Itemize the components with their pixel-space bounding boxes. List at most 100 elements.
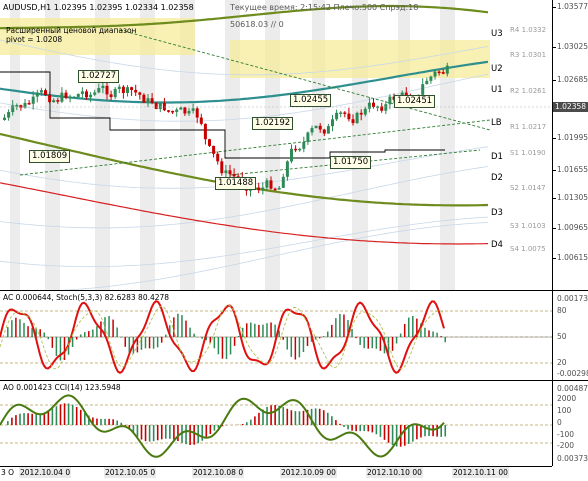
candle-body bbox=[265, 180, 268, 187]
candle-body bbox=[323, 130, 326, 134]
ao-histogram-bar bbox=[347, 425, 349, 429]
ao-histogram-bar bbox=[80, 410, 82, 425]
ac-histogram-bar bbox=[141, 337, 143, 350]
price-axis[interactable]: 1.03577 1.03025 1.02685 1.01995 1.01655 … bbox=[552, 0, 588, 290]
candle-body bbox=[44, 90, 47, 95]
ac-histogram-bar bbox=[327, 332, 329, 337]
price-label-box: 1.02727 bbox=[78, 70, 119, 83]
price-label-box: 1.01750 bbox=[330, 156, 371, 169]
ac-histogram-bar bbox=[157, 337, 159, 347]
ao-histogram-bar bbox=[282, 407, 284, 425]
ac-histogram-bar bbox=[193, 334, 195, 337]
candle-body bbox=[188, 111, 191, 114]
axis-tick bbox=[553, 80, 556, 81]
ac-histogram-bar bbox=[400, 334, 402, 337]
candle-body bbox=[343, 112, 346, 114]
ao-histogram-bar bbox=[392, 425, 394, 445]
ao-cci-plot bbox=[0, 381, 552, 466]
axis-tick-label: 20 bbox=[557, 359, 567, 367]
ao-cci-axis[interactable]: 0.00487 2000 100 0 -100 -200 0.00373 bbox=[552, 381, 588, 466]
ac-histogram-bar bbox=[254, 324, 256, 337]
ao-histogram-bar bbox=[351, 425, 353, 431]
candle-body bbox=[434, 72, 437, 77]
candle-body bbox=[155, 103, 158, 109]
level-label-r1: R1 1.0217 bbox=[510, 123, 546, 131]
price-pane[interactable]: AUDUSD,H1 1.02395 1.02395 1.02334 1.0235… bbox=[0, 0, 552, 290]
ac-histogram-bar bbox=[60, 337, 62, 361]
candle-body bbox=[327, 126, 330, 133]
axis-tick-label: 0.00373 bbox=[557, 455, 588, 463]
candle-body bbox=[319, 126, 322, 130]
ac-histogram-bar bbox=[412, 316, 414, 337]
ao-histogram-bar bbox=[246, 422, 248, 425]
ac-stoch-axis[interactable]: 0.00173 80 50 20 -0.00298 bbox=[552, 291, 588, 380]
ao-histogram-bar bbox=[428, 425, 430, 436]
ao-histogram-bar bbox=[149, 425, 151, 442]
ac-histogram-bar bbox=[335, 318, 337, 337]
candle-body bbox=[151, 98, 154, 103]
ac-histogram-bar bbox=[201, 337, 203, 339]
candle-body bbox=[229, 170, 232, 174]
ao-histogram-bar bbox=[291, 410, 293, 425]
ac-histogram-bar bbox=[11, 320, 13, 337]
ao-histogram-bar bbox=[303, 411, 305, 425]
candle-body bbox=[192, 108, 195, 110]
ac-stoch-pane[interactable]: AC 0.000644, Stoch(5,3,3) 82.6283 80.427… bbox=[0, 291, 552, 380]
ac-histogram-bar bbox=[161, 337, 163, 343]
ac-histogram-bar bbox=[319, 337, 321, 338]
ao-histogram-bar bbox=[11, 418, 13, 425]
candle-body bbox=[89, 95, 92, 98]
ac-histogram-bar bbox=[15, 318, 17, 337]
ao-histogram-bar bbox=[185, 425, 187, 444]
ao-histogram-bar bbox=[72, 405, 74, 425]
axis-tick bbox=[553, 47, 556, 48]
ac-histogram-bar bbox=[287, 337, 289, 350]
candle-body bbox=[167, 110, 170, 112]
ac-histogram-bar bbox=[214, 337, 216, 348]
ao-histogram-bar bbox=[177, 425, 179, 441]
level-label-s1: S1 1.0190 bbox=[510, 149, 546, 157]
candle-body bbox=[179, 107, 182, 109]
ao-histogram-bar bbox=[76, 407, 78, 425]
ac-histogram-bar bbox=[52, 337, 54, 348]
time-axis-label: 3 O bbox=[0, 467, 15, 478]
ac-histogram-bar bbox=[173, 317, 175, 337]
ao-histogram-bar bbox=[84, 413, 86, 425]
candle-body bbox=[274, 189, 277, 191]
candle-body bbox=[352, 119, 355, 123]
candle-body bbox=[73, 97, 76, 99]
price-label-box: 1.01488 bbox=[215, 177, 256, 190]
ac-histogram-bar bbox=[153, 337, 155, 349]
candle-body bbox=[315, 126, 318, 128]
ac-histogram-bar bbox=[181, 315, 183, 337]
ao-histogram-bar bbox=[96, 419, 98, 425]
ao-cci-pane[interactable]: AO 0.001423 CCI(14) 123.5948 bbox=[0, 381, 552, 466]
ac-histogram-bar bbox=[274, 325, 276, 337]
axis-tick-label: 50 bbox=[557, 333, 567, 341]
ao-histogram-bar bbox=[359, 425, 361, 431]
candle-body bbox=[216, 154, 219, 162]
expanded-range-title: Расширенный ценовой диапазон bbox=[6, 26, 136, 35]
candle-body bbox=[126, 87, 129, 93]
pivot-label-u3: U3 bbox=[491, 29, 503, 39]
ao-histogram-bar bbox=[60, 404, 62, 425]
candle-body bbox=[122, 87, 125, 93]
candle-body bbox=[183, 107, 186, 113]
ao-histogram-bar bbox=[189, 425, 191, 445]
ac-histogram-bar bbox=[307, 337, 309, 346]
time-axis-label: 2012.10.09 00 bbox=[280, 467, 337, 478]
ac-histogram-bar bbox=[96, 326, 98, 337]
axis-tick-label: 2000 bbox=[557, 395, 576, 403]
ac-histogram-bar bbox=[116, 327, 118, 337]
ac-stoch-title: AC 0.000644, Stoch(5,3,3) 82.6283 80.427… bbox=[3, 293, 169, 302]
ac-histogram-bar bbox=[145, 337, 147, 348]
ac-histogram-bar bbox=[177, 314, 179, 337]
ao-histogram-bar bbox=[35, 414, 37, 425]
axis-tick-label: -100 bbox=[557, 431, 574, 439]
axis-tick-label: 1.01655 bbox=[557, 166, 588, 174]
ao-histogram-bar bbox=[141, 425, 143, 440]
candle-body bbox=[106, 86, 109, 95]
ac-histogram-bar bbox=[440, 336, 442, 337]
ao-histogram-bar bbox=[327, 413, 329, 425]
